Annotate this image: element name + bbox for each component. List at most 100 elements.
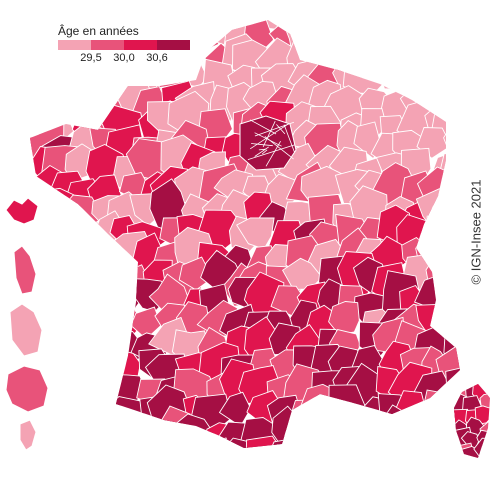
territory-cell [305, 20, 347, 32]
territory-cell [384, 28, 432, 72]
commune-border [254, 146, 269, 157]
territory-cell [370, 20, 418, 47]
territory-cell [380, 40, 415, 81]
territory-cell [130, 419, 167, 448]
territory-cell [173, 436, 216, 448]
territory-cell [74, 432, 112, 448]
territory-cell [86, 259, 129, 303]
paris-communes [247, 119, 295, 167]
territory-cell [178, 256, 214, 291]
territory-cell [64, 312, 111, 363]
legend-swatch-4 [157, 40, 190, 50]
territory-cell [172, 20, 208, 28]
territory-cell [477, 384, 490, 390]
territory-cell [324, 20, 370, 36]
territory-cell [30, 47, 58, 79]
territory-cell [422, 46, 460, 80]
commune-border [254, 132, 282, 147]
territory-cell [85, 435, 129, 448]
territory-cell [110, 429, 159, 448]
territory-cell [412, 412, 450, 445]
commune-border [283, 124, 295, 153]
commune-border [264, 136, 294, 160]
territory-cell [285, 442, 324, 448]
territory-cell [30, 59, 46, 109]
commune-border [247, 144, 295, 160]
legend: Âge en années 29,5 30,0 30,6 [58, 24, 198, 64]
territory-cell [333, 20, 366, 47]
territory-cell [449, 80, 460, 114]
commune-border [262, 121, 276, 148]
territory-cell [416, 20, 453, 33]
territory-cell [43, 220, 83, 254]
territory-cell [39, 295, 78, 331]
territory-cell [31, 251, 62, 296]
territory-cell [154, 434, 191, 448]
territory-cell [50, 321, 87, 354]
legend-swatch-2 [91, 40, 124, 50]
territory-cell [30, 32, 35, 77]
territory-cell [82, 318, 122, 358]
territory-cell [454, 441, 459, 458]
territory-cell [332, 419, 373, 448]
territory-cell [30, 20, 46, 46]
mayotte [19, 419, 37, 451]
territory-cell [381, 437, 418, 448]
territory-cell [45, 289, 86, 331]
territory-cell [45, 232, 82, 274]
territory-cell [434, 58, 460, 100]
paris-area [239, 115, 297, 171]
territory-cell [357, 42, 392, 78]
territory-cell [30, 150, 34, 192]
territory-cell [396, 390, 428, 429]
territory-cell [207, 437, 234, 448]
territory-cell [443, 125, 460, 160]
territory-cell [353, 20, 384, 52]
territory-cell [109, 414, 156, 448]
territory-cell [444, 300, 460, 344]
territory-cell [427, 431, 459, 448]
mainland-france [30, 20, 460, 448]
territory-cell [85, 417, 128, 448]
territory-cell [67, 307, 97, 346]
territory-cell [42, 380, 87, 425]
legend-swatch-3 [124, 40, 157, 50]
territory-cell [96, 298, 131, 342]
territory-cell [30, 89, 34, 119]
territory-cell [449, 20, 460, 29]
commune-border [261, 149, 268, 155]
guyane [9, 303, 43, 357]
territory-cell [378, 58, 415, 91]
territory-cell [288, 20, 326, 33]
territory-cell [312, 426, 355, 448]
territory-cell [267, 20, 300, 28]
territory-cell [72, 85, 110, 129]
legend-threshold-1: 29,5 [80, 52, 102, 64]
territory-cell [50, 442, 77, 448]
territory-cell [66, 406, 107, 447]
territory-cell [155, 20, 187, 24]
territory-cell [43, 371, 77, 405]
territory-cell [30, 67, 51, 106]
territory-cell [44, 412, 79, 443]
territory-cell [465, 384, 483, 386]
territory-cell [314, 415, 347, 448]
legend-swatch-1 [58, 40, 91, 50]
commune-border [265, 140, 281, 167]
territory-cell [65, 365, 108, 411]
martinique [13, 245, 37, 295]
commune-border [249, 123, 289, 150]
territory-cell [454, 429, 458, 446]
territory-cell [423, 215, 455, 245]
territory-cell [61, 335, 112, 382]
territory-cell [30, 20, 61, 49]
territory-cell [45, 343, 89, 395]
territory-cell [288, 398, 334, 435]
territory-cell [439, 28, 460, 71]
la-reunion [5, 365, 49, 413]
territory-cell [323, 443, 364, 448]
territory-cell [73, 270, 108, 305]
territory-cell [56, 273, 111, 317]
territory-cell [398, 438, 436, 448]
